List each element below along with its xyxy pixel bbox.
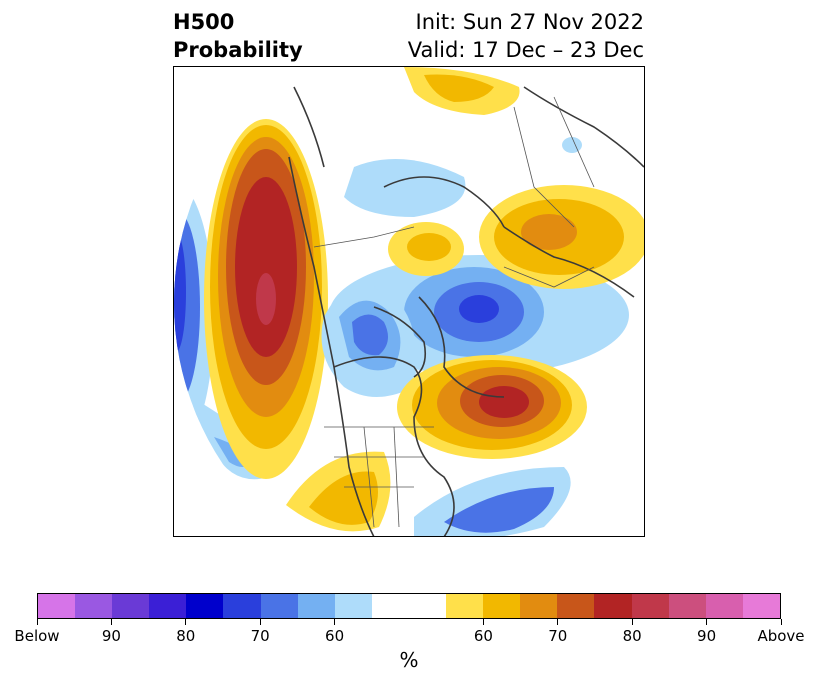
colorbar-segment-11: [483, 594, 521, 618]
colorbar-tick-label: 90: [697, 627, 717, 645]
colorbar-tick-label: 70: [548, 627, 568, 645]
colorbar-segment-4: [186, 594, 224, 618]
colorbar-tick: [780, 619, 782, 625]
coastlines: [288, 86, 644, 536]
colorbar-tick-label: 60: [473, 627, 493, 645]
pos-region-atlantic: [397, 355, 587, 459]
pos-region-ne-pacific: [204, 119, 328, 479]
colorbar-segment-13: [557, 594, 595, 618]
colorbar-segment-6: [260, 594, 298, 618]
colorbar-segment-17: [705, 594, 743, 618]
title-metric: Probability: [173, 38, 303, 62]
neg-region-subtropical: [414, 467, 571, 536]
colorbar-segment-2: [112, 594, 150, 618]
neg-region-hudson: [321, 285, 417, 397]
colorbar-tick-label: 80: [622, 627, 642, 645]
pos-region-southwest: [286, 451, 391, 532]
colorbar-segment-15: [631, 594, 669, 618]
colorbar-segment-7: [297, 594, 335, 618]
colorbar-tick-label: 60: [325, 627, 345, 645]
pos-region-siberia: [404, 67, 520, 115]
colorbar-tick: [557, 619, 559, 625]
borders: [313, 96, 595, 528]
title-variable: H500: [173, 10, 235, 34]
colorbar-segment-12: [520, 594, 558, 618]
colorbar-tick: [110, 619, 112, 625]
colorbar-segment-3: [149, 594, 187, 618]
colorbar-tick: [334, 619, 336, 625]
colorbar-tick: [706, 619, 708, 625]
colorbar: [37, 593, 781, 619]
chart-title-right: Init: Sun 27 Nov 2022 Valid: 17 Dec – 23…: [408, 8, 644, 64]
colorbar-tick-label: Above: [757, 627, 805, 645]
colorbar-unit: %: [399, 648, 419, 672]
pos-region-europe: [479, 185, 644, 289]
chart-title-left: H500 Probability: [173, 8, 303, 64]
colorbar-segment-14: [594, 594, 632, 618]
title-init: Init: Sun 27 Nov 2022: [415, 10, 644, 34]
colorbar-segment-1: [75, 594, 113, 618]
colorbar-tick-label: 90: [101, 627, 121, 645]
colorbar-tick: [185, 619, 187, 625]
map-svg: [174, 67, 644, 536]
colorbar-tick-label: 80: [176, 627, 196, 645]
colorbar-tick-label: 70: [250, 627, 270, 645]
colorbar-tick: [36, 619, 38, 625]
colorbar-segment-8: [334, 594, 372, 618]
title-valid: Valid: 17 Dec – 23 Dec: [407, 38, 644, 62]
colorbar-segment-9: [371, 594, 447, 618]
colorbar-segment-16: [668, 594, 706, 618]
colorbar-segment-5: [223, 594, 261, 618]
probability-map: [173, 66, 645, 537]
pos-region-central: [388, 222, 464, 276]
colorbar-segment-10: [446, 594, 484, 618]
colorbar-tick-label: Below: [14, 627, 60, 645]
colorbar-segment-18: [742, 594, 780, 618]
colorbar-tick: [631, 619, 633, 625]
colorbar-tick: [482, 619, 484, 625]
colorbar-tick: [259, 619, 261, 625]
colorbar-segment-0: [38, 594, 76, 618]
